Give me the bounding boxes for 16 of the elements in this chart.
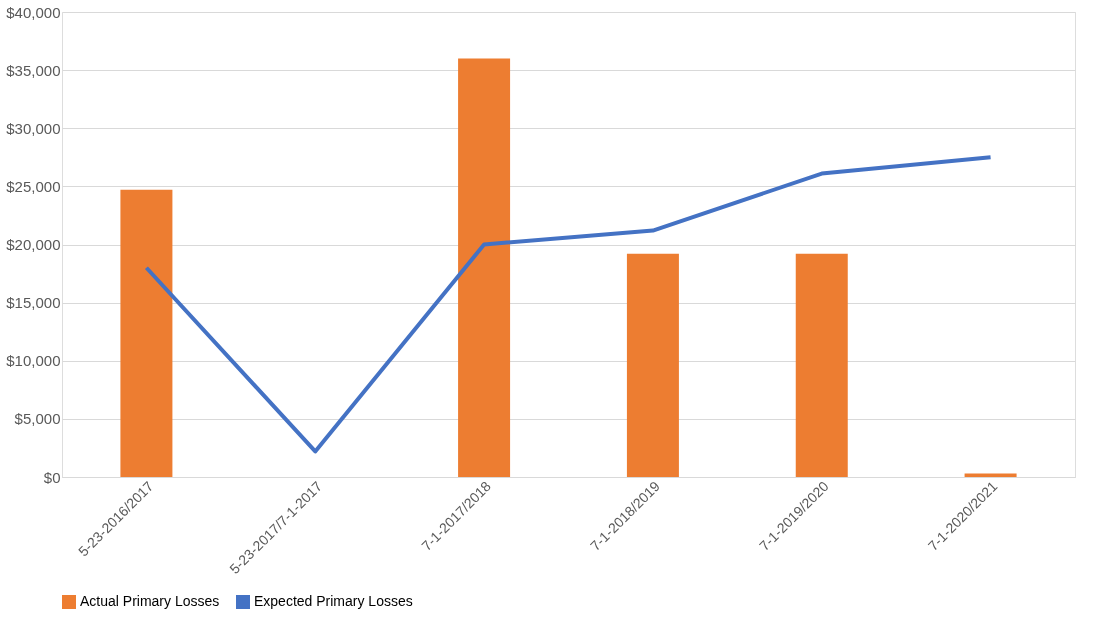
legend-label: Actual Primary Losses bbox=[80, 593, 220, 609]
y-tick-label: $40,000 bbox=[6, 3, 61, 21]
y-tick-label: $5,000 bbox=[14, 410, 61, 428]
y-tick-label: $25,000 bbox=[6, 177, 61, 195]
y-tick-label: $35,000 bbox=[6, 61, 61, 79]
y-tick-label: $0 bbox=[43, 468, 61, 486]
y-tick-label: $15,000 bbox=[6, 294, 61, 312]
line-series bbox=[144, 155, 993, 454]
y-tick-label: $10,000 bbox=[6, 352, 61, 370]
legend-label: Expected Primary Losses bbox=[254, 593, 413, 609]
bar bbox=[120, 189, 173, 477]
bar bbox=[458, 58, 511, 477]
y-tick-label: $20,000 bbox=[6, 236, 61, 253]
y-tick-label: $30,000 bbox=[6, 119, 61, 137]
bar bbox=[626, 253, 679, 477]
bar bbox=[795, 253, 848, 477]
